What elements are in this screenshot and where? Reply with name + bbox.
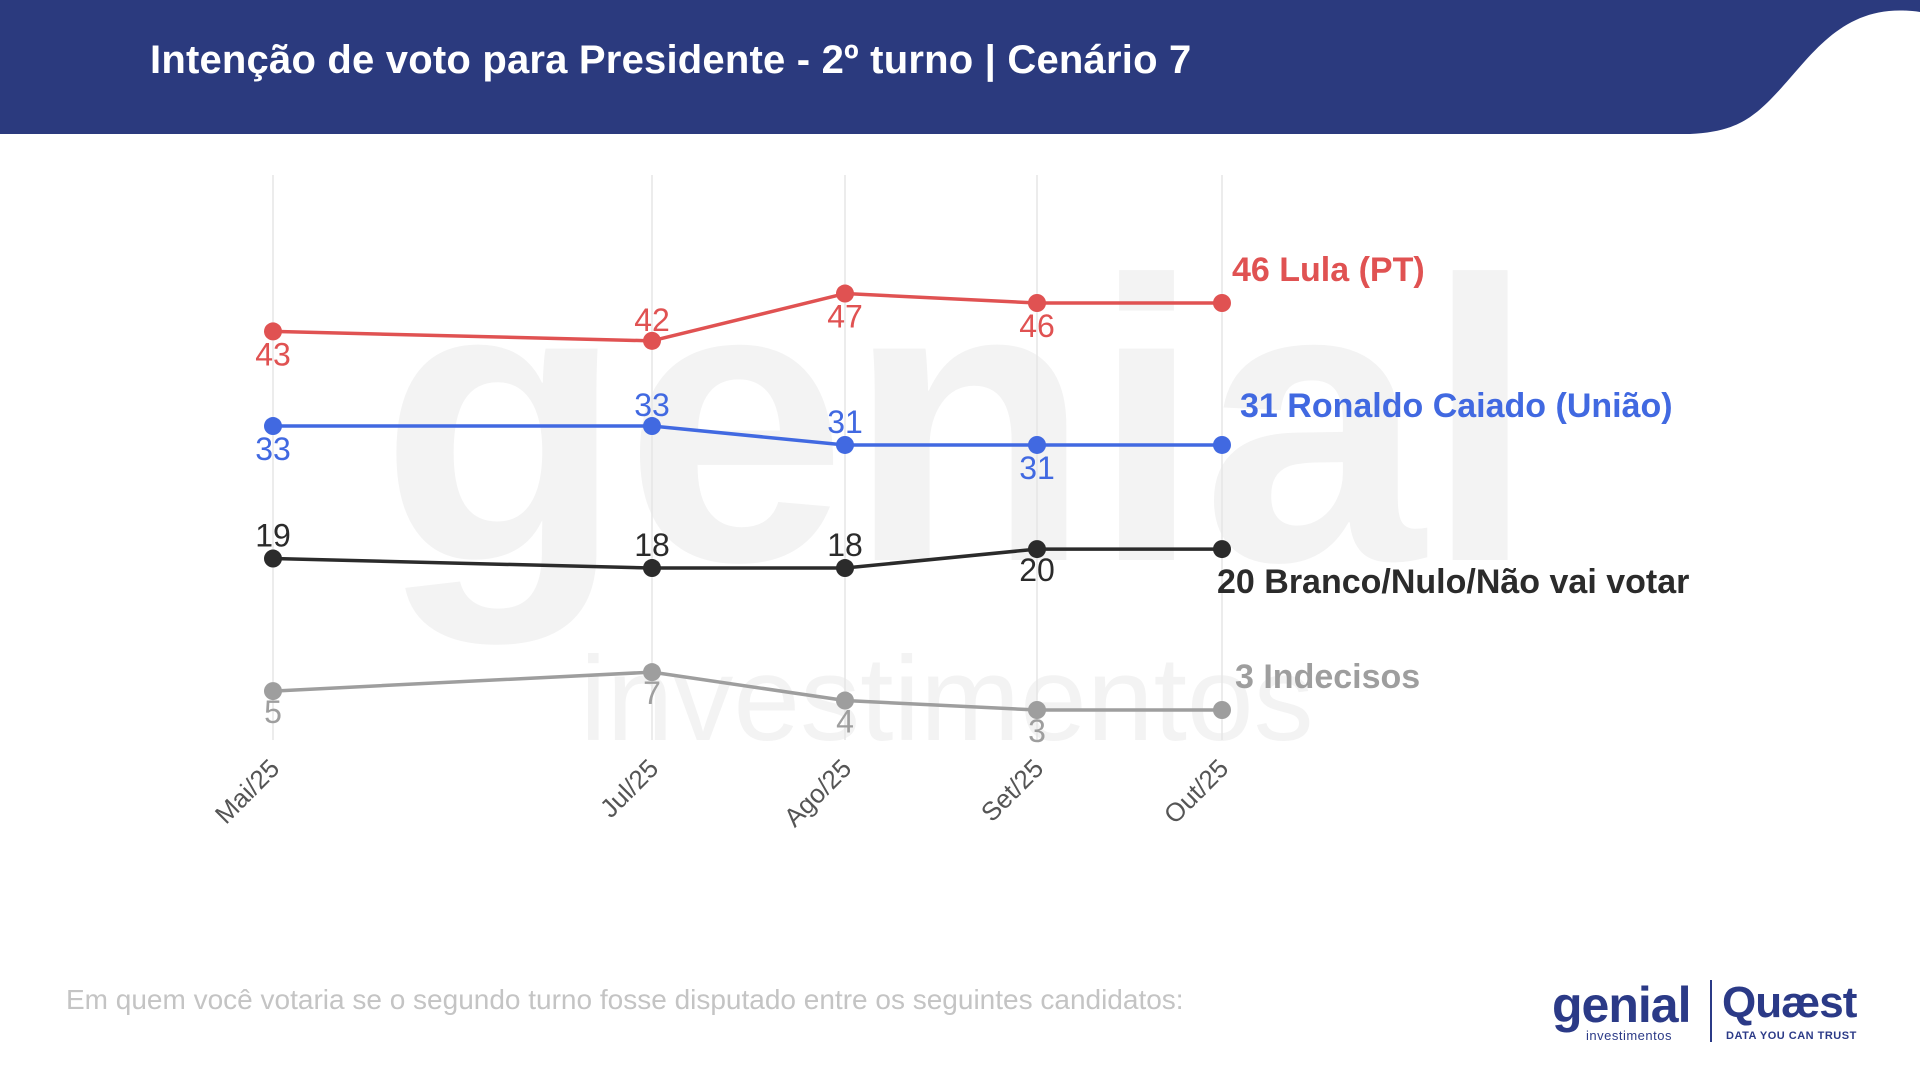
data-point [264, 322, 282, 341]
x-tick-label: Ago/25 [778, 753, 857, 832]
brand-logos: genial investimentos Quæst DATA YOU CAN … [1548, 970, 1888, 1050]
quaest-logo-subtitle: DATA YOU CAN TRUST [1726, 1030, 1857, 1042]
series-line [272, 670, 1222, 712]
series-line [273, 424, 1222, 447]
series-ronaldo-caiado-uni-o-: 33 33 31 31 31 Ronaldo Caiado (União) [255, 387, 1672, 486]
data-label: 5 [264, 694, 282, 730]
data-label: 31 [1019, 450, 1055, 486]
x-tick-label: Set/25 [975, 753, 1049, 827]
data-point [1028, 701, 1046, 719]
genial-logo: genial [1552, 977, 1691, 1033]
series-end-label: 31 Ronaldo Caiado (União) [1240, 387, 1673, 425]
data-label: 18 [634, 527, 670, 563]
footnote: Em quem você votaria se o segundo turno … [66, 984, 1184, 1015]
data-label: 19 [255, 518, 291, 554]
x-tick-label: Mai/25 [209, 753, 285, 829]
series-indecisos: 5 7 4 3 3 Indecisos [264, 658, 1420, 749]
data-point [264, 417, 282, 436]
data-point [643, 559, 661, 578]
data-point [1213, 435, 1231, 454]
data-label: 33 [255, 431, 291, 467]
data-label: 3 [1028, 713, 1046, 749]
data-point [264, 549, 282, 568]
data-point [836, 691, 854, 710]
page-title: Intenção de voto para Presidente - 2º tu… [150, 38, 1192, 82]
data-point [1213, 294, 1231, 312]
series-branco-nulo-n-o-vai-votar: 19 18 18 20 20 Branco/Nulo/Não vai votar [255, 518, 1689, 602]
data-point [1213, 540, 1231, 559]
data-label: 42 [634, 302, 670, 338]
data-label: 43 [255, 336, 291, 372]
quaest-logo: Quæst [1722, 978, 1857, 1027]
data-point [1028, 435, 1046, 454]
x-axis: Mai/25 Jul/25 Ago/25 Set/25 Out/25 [209, 753, 1234, 832]
data-label: 4 [836, 704, 854, 740]
genial-logo-subtitle: investimentos [1586, 1028, 1672, 1043]
data-point [1213, 701, 1231, 719]
header-background [0, 0, 1920, 134]
data-point [643, 331, 661, 350]
data-point [1028, 294, 1046, 312]
data-label: 46 [1019, 308, 1055, 344]
series-end-label: 3 Indecisos [1235, 658, 1420, 696]
data-label: 47 [827, 299, 863, 335]
data-label: 31 [827, 404, 863, 440]
x-tick-label: Out/25 [1158, 753, 1234, 829]
data-point [264, 682, 282, 701]
series-end-label: 20 Branco/Nulo/Não vai votar [1217, 563, 1689, 601]
data-point [836, 435, 854, 454]
data-point [643, 663, 661, 682]
data-label: 33 [634, 387, 670, 423]
series-lula-pt-: 43 42 47 46 46 Lula (PT) [255, 251, 1425, 372]
data-point [836, 559, 854, 578]
data-point [836, 284, 854, 303]
data-label: 20 [1019, 552, 1055, 588]
data-label: 18 [827, 527, 863, 563]
logo-divider [1710, 980, 1712, 1042]
series-line [272, 547, 1222, 570]
data-label: 7 [643, 675, 661, 711]
header-banner: Intenção de voto para Presidente - 2º tu… [0, 0, 1920, 134]
series-end-label: 46 Lula (PT) [1232, 251, 1425, 289]
chart-grid [272, 175, 1223, 740]
x-tick-label: Jul/25 [594, 753, 664, 823]
data-point [643, 417, 661, 436]
series-line [272, 291, 1222, 343]
data-point [1028, 540, 1046, 559]
